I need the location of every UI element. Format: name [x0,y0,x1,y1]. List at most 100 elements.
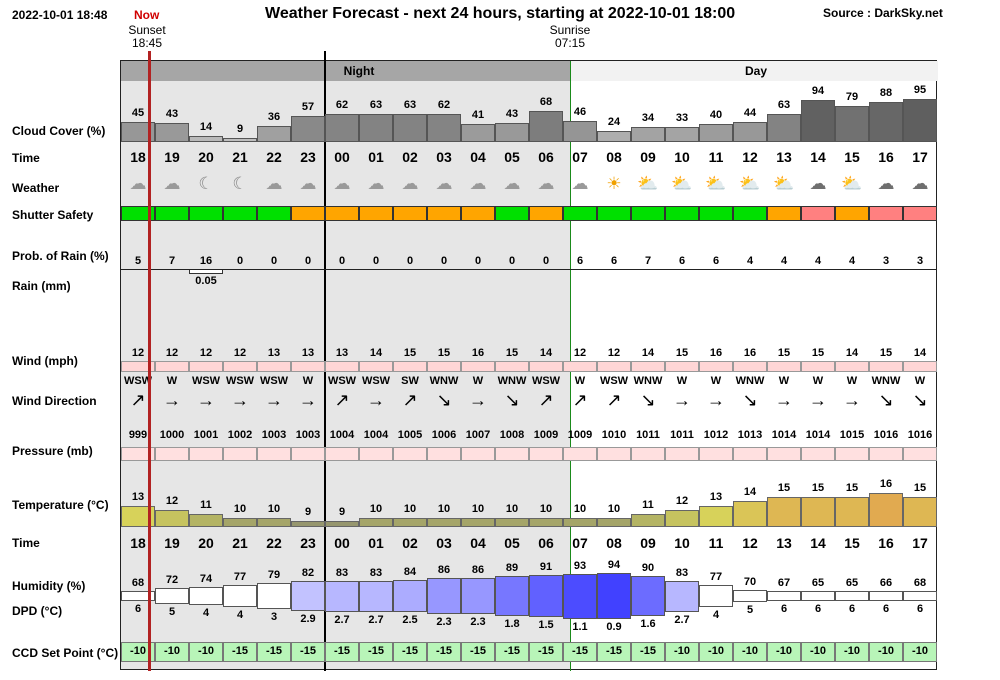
ccd-set-point-cell [359,642,393,662]
ccd-set-point-value: -15 [402,645,418,657]
rain-probability-value: 4 [746,255,754,267]
dpd-value: 6 [848,603,856,615]
rain-probability-value: 0 [338,255,346,267]
wind-speed-value: 14 [539,347,553,359]
shutter-safety-cell [903,206,937,221]
wind-direction-value: WSW [599,375,629,387]
humidity-bar [733,589,767,603]
humidity-value: 77 [233,570,247,583]
shutter-safety-cell [801,206,835,221]
pressure-value: 1003 [261,429,287,441]
ccd-set-point-cell [563,642,597,662]
humidity-value: 94 [607,558,621,571]
temperature-value: 10 [233,503,247,516]
dpd-value: 6 [916,603,924,615]
time-label: 19 [164,149,180,165]
wind-bar [427,361,461,372]
pressure-bar [325,447,359,461]
dpd-value: 6 [780,603,788,615]
humidity-value: 65 [845,577,859,589]
humidity-value: 82 [301,567,315,580]
label-ccd-set-point: CCD Set Point (°C) [12,646,119,660]
wind-speed-value: 16 [743,347,757,359]
temperature-value: 10 [471,503,485,516]
sunrise-label: Sunrise [549,23,591,37]
temperature-bar [665,509,699,527]
shutter-safety-cell [257,206,291,221]
wind-direction-value: WNW [871,375,901,387]
time-label: 21 [232,149,248,165]
wind-direction-value: WNW [429,375,459,387]
humidity-bar [801,591,835,601]
pressure-value: 1004 [363,429,389,441]
label-cloud-cover: Cloud Cover (%) [12,124,106,138]
dpd-value: 1.8 [504,617,520,630]
cloud-cover-bar [393,113,427,142]
wind-bar [563,361,597,372]
pressure-value: 1009 [567,429,593,441]
wind-arrow-icon: ↗ [402,390,418,410]
wind-arrow-icon: → [707,390,725,410]
ccd-set-point-value: -10 [708,645,724,657]
wind-speed-value: 16 [709,347,723,359]
wind-arrow-icon: ↗ [538,390,554,410]
rain-baseline [767,269,801,270]
temperature-bar [325,521,359,527]
wind-speed-value: 15 [437,347,451,359]
cloudy-icon: ☁ [877,174,895,193]
rain-baseline [461,269,495,270]
humidity-bar [155,588,189,604]
cloud-cover-bar [359,113,393,142]
cloud-cover-value: 24 [607,116,621,129]
rain-probability-value: 4 [780,255,788,267]
humidity-bar [189,586,223,606]
temperature-bar [903,496,937,527]
time-label-bottom: 04 [470,535,486,551]
ccd-set-point-value: -10 [810,645,826,657]
rain-probability-value: 4 [848,255,856,267]
cloud-cover-value: 88 [879,87,893,100]
time-label: 02 [402,149,418,165]
rain-baseline [801,269,835,270]
wind-arrow-icon: ↘ [912,390,928,410]
pressure-bar [835,447,869,461]
ccd-set-point-value: -15 [572,645,588,657]
temperature-value: 11 [642,499,654,512]
rain-probability-value: 4 [814,255,822,267]
partly-cloudy-night-icon: ☁ [469,174,487,193]
temperature-bar [801,496,835,527]
time-label-bottom: 03 [436,535,452,551]
partly-cloudy-night-icon: ☁ [367,174,385,193]
temperature-bar [631,514,665,527]
humidity-bar [563,573,597,619]
rain-baseline [733,269,767,270]
ccd-set-point-value: -10 [674,645,690,657]
rain-probability-value: 7 [644,255,652,267]
time-label-bottom: 19 [164,535,180,551]
temperature-bar [189,514,223,527]
time-label-bottom: 05 [504,535,520,551]
temperature-value: 10 [437,503,451,516]
partly-cloudy-night-icon: ☁ [571,174,589,193]
rain-probability-value: 0 [372,255,380,267]
ccd-set-point-cell [631,642,665,662]
rain-baseline [121,269,155,270]
time-label: 22 [266,149,282,165]
wind-arrow-icon: ↘ [742,390,758,410]
ccd-set-point-value: -15 [300,645,316,657]
wind-direction-value: WNW [735,375,765,387]
time-label: 07 [572,149,588,165]
rain-probability-value: 6 [712,255,720,267]
ccd-set-point-cell [121,642,155,662]
rain-baseline [869,269,903,270]
time-label-bottom: 21 [232,535,248,551]
pressure-bar [699,447,733,461]
time-label: 14 [810,149,826,165]
clear-day-icon: ☀ [606,174,622,193]
wind-arrow-icon: → [673,390,691,410]
wind-speed-value: 15 [811,347,825,359]
pressure-value: 1003 [295,429,321,441]
pressure-value: 1015 [839,429,865,441]
humidity-bar [767,591,801,601]
wind-arrow-icon: ↗ [334,390,350,410]
